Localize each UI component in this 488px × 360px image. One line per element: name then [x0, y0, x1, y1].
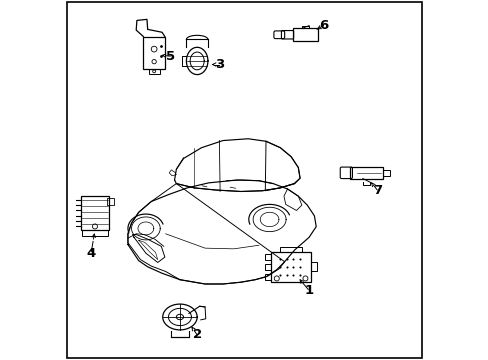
Text: 3: 3 — [214, 58, 224, 71]
Text: 7: 7 — [372, 184, 382, 197]
Text: 4: 4 — [86, 247, 96, 260]
Text: 5: 5 — [166, 50, 175, 63]
Text: 1: 1 — [304, 284, 313, 297]
Text: 6: 6 — [319, 19, 328, 32]
Text: 2: 2 — [192, 328, 202, 341]
